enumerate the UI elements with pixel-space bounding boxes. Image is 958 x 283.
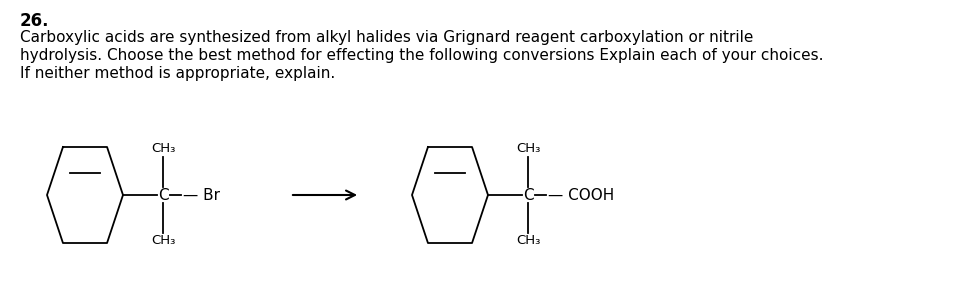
Text: hydrolysis. Choose the best method for effecting the following conversions Expla: hydrolysis. Choose the best method for e… <box>20 48 824 63</box>
Text: CH₃: CH₃ <box>150 143 175 155</box>
Text: — COOH: — COOH <box>548 188 614 203</box>
Text: C: C <box>158 188 169 203</box>
Text: CH₃: CH₃ <box>150 235 175 248</box>
Text: CH₃: CH₃ <box>515 143 540 155</box>
Text: — Br: — Br <box>183 188 220 203</box>
Text: 26.: 26. <box>20 12 50 30</box>
Text: C: C <box>523 188 534 203</box>
Text: If neither method is appropriate, explain.: If neither method is appropriate, explai… <box>20 66 335 81</box>
Text: Carboxylic acids are synthesized from alkyl halides via Grignard reagent carboxy: Carboxylic acids are synthesized from al… <box>20 30 753 45</box>
Text: CH₃: CH₃ <box>515 235 540 248</box>
